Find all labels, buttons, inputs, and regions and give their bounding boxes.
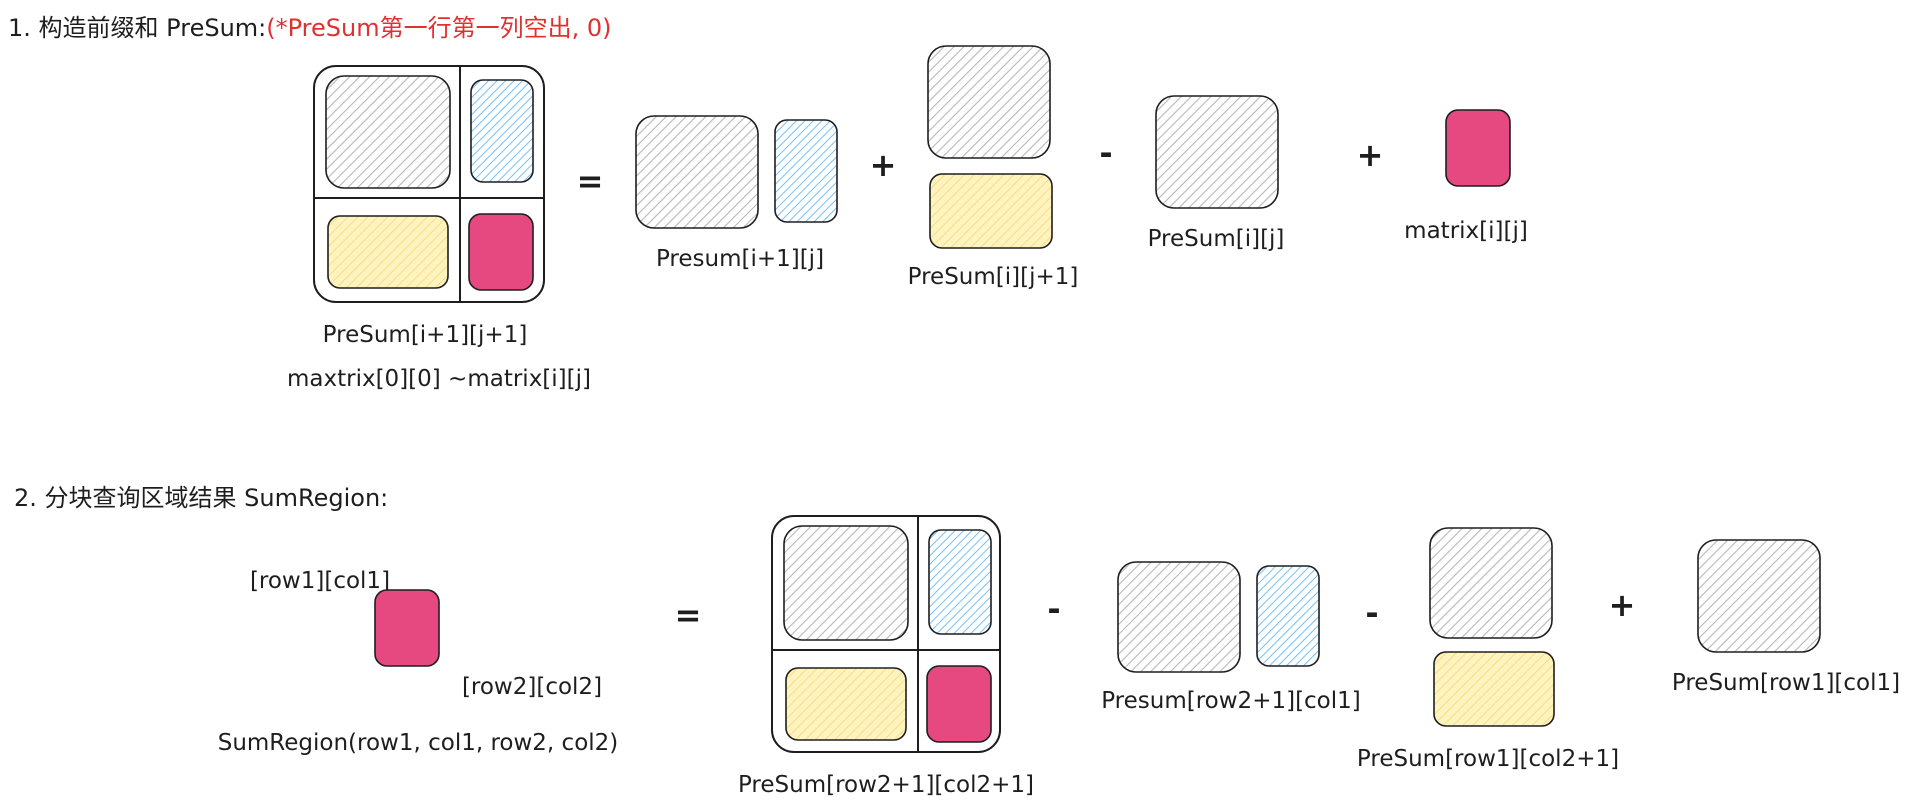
s1-term3-label: PreSum[i][j] xyxy=(1148,226,1285,252)
s1-term3-gray-cell xyxy=(1155,95,1279,209)
s2-term0-blue-cell xyxy=(928,529,992,635)
s1-lhs-label: PreSum[i+1][j+1] xyxy=(323,322,528,348)
section1-note: (*PreSum第一行第一列空出, 0) xyxy=(266,14,612,42)
s1-minus: - xyxy=(1099,134,1112,172)
s2-term0-block xyxy=(771,515,1001,753)
s1-lhs-frame xyxy=(313,65,545,303)
s1-equals: = xyxy=(577,162,604,200)
s2-minus1: - xyxy=(1047,590,1060,628)
s1-term4-pink-cell xyxy=(1445,109,1511,187)
s1-lhs-sublabel: maxtrix[0][0] ~matrix[i][j] xyxy=(287,366,591,392)
section1-heading: 1. 构造前缀和 PreSum:(*PreSum第一行第一列空出, 0) xyxy=(8,8,611,43)
s1-lhs-blue-cell xyxy=(470,79,534,183)
s1-term2-yellow-cell xyxy=(929,173,1053,249)
s1-term1 xyxy=(635,115,838,229)
s2-term2-gray-cell xyxy=(1429,527,1553,639)
s1-plus1: + xyxy=(870,146,897,184)
s2-region-label: SumRegion(row1, col1, row2, col2) xyxy=(218,730,619,756)
s2-equals: = xyxy=(675,596,702,634)
s2-plus: + xyxy=(1609,586,1636,624)
s1-term2-label: PreSum[i][j+1] xyxy=(908,264,1079,290)
s2-corner-bottom-label: [row2][col2] xyxy=(462,674,602,700)
s2-term1-gray-cell xyxy=(1117,561,1241,673)
s2-term2 xyxy=(1429,527,1555,727)
s2-term3-gray-cell xyxy=(1697,539,1821,653)
s1-term1-label: Presum[i+1][j] xyxy=(656,246,824,272)
s1-term2 xyxy=(927,45,1053,249)
s2-term1-label: Presum[row2+1][col1] xyxy=(1101,688,1361,714)
s1-lhs-block xyxy=(313,65,545,303)
s2-term3-label: PreSum[row1][col1] xyxy=(1672,670,1900,696)
section2-title: 分块查询区域结果 SumRegion: xyxy=(44,484,389,512)
section2-number: 2. xyxy=(14,484,37,512)
s2-term0-pink-cell xyxy=(926,665,992,743)
s2-term0-label: PreSum[row2+1][col2+1] xyxy=(738,772,1034,798)
s2-term0-frame xyxy=(771,515,1001,753)
s2-region-pink-cell xyxy=(374,589,440,667)
s1-lhs-pink-cell xyxy=(468,213,534,291)
s2-term0-yellow-cell xyxy=(785,667,907,741)
s1-lhs-gray-cell xyxy=(325,75,451,189)
s1-lhs-yellow-cell xyxy=(327,215,449,289)
s2-term2-yellow-cell xyxy=(1433,651,1555,727)
s1-term1-blue-cell xyxy=(774,119,838,223)
s2-term0-gray-cell xyxy=(783,525,909,641)
s1-term1-gray-cell xyxy=(635,115,759,229)
s2-term1-blue-cell xyxy=(1256,565,1320,667)
s2-corner-top-label: [row1][col1] xyxy=(250,568,390,594)
s1-term2-gray-cell xyxy=(927,45,1051,159)
section1-number: 1. xyxy=(8,14,31,42)
s1-plus2: + xyxy=(1357,136,1384,174)
s2-term2-label: PreSum[row1][col2+1] xyxy=(1357,746,1619,772)
section2-heading: 2. 分块查询区域结果 SumRegion: xyxy=(14,478,388,513)
s2-term1 xyxy=(1117,561,1320,673)
section1-title: 构造前缀和 PreSum: xyxy=(38,14,267,42)
s1-term4-label: matrix[i][j] xyxy=(1404,218,1528,244)
s2-minus2: - xyxy=(1365,594,1378,632)
